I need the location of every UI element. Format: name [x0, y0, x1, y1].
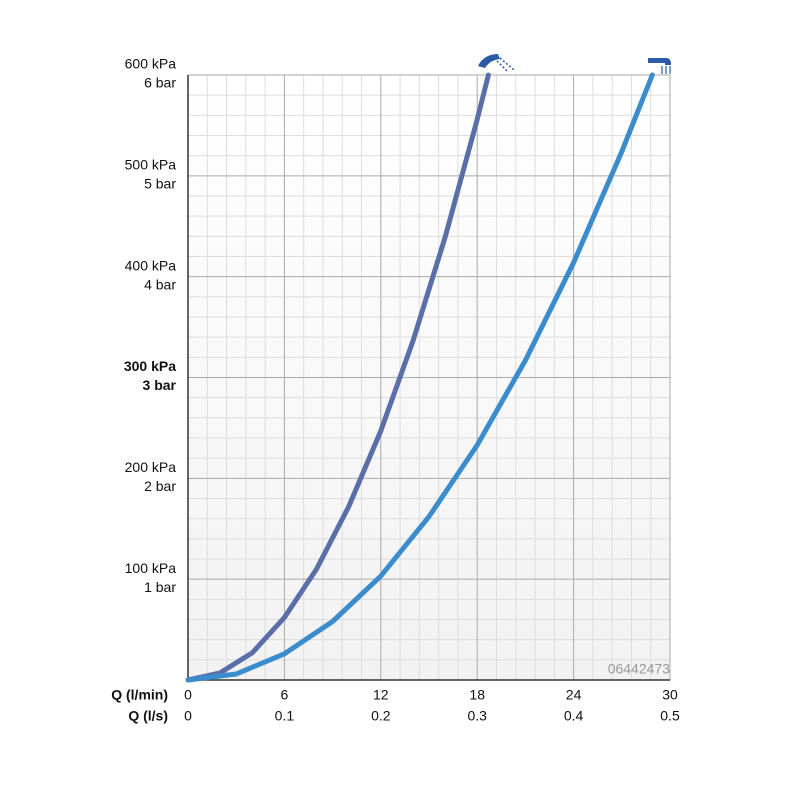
- shower-head-icon: [478, 54, 515, 73]
- x2-tick-label: 0.3: [467, 708, 487, 724]
- y2-tick-label: 6 bar: [144, 75, 176, 91]
- x2-tick-label: 0.4: [564, 708, 584, 724]
- x2-axis-label: Q (l/s): [128, 708, 168, 724]
- annotation: 06442473: [608, 661, 671, 677]
- series-line: [185, 72, 491, 683]
- y-tick-label: 400 kPa: [125, 257, 177, 273]
- x-tick-label: 0: [184, 687, 192, 703]
- x-tick-label: 24: [566, 687, 582, 703]
- x-tick-label: 30: [662, 687, 678, 703]
- x-tick-label: 18: [469, 687, 485, 703]
- x2-tick-label: 0.5: [660, 708, 680, 724]
- grid: [187, 74, 671, 681]
- y2-tick-label: 1 bar: [144, 579, 176, 595]
- x2-tick-label: 0.2: [371, 708, 391, 724]
- hand-shower-icon: [648, 58, 671, 74]
- y2-tick-label: 5 bar: [144, 176, 176, 192]
- marks: [185, 72, 655, 683]
- y-tick-label: 500 kPa: [125, 157, 177, 173]
- x-tick-label: 6: [281, 687, 289, 703]
- y-tick-label: 200 kPa: [125, 459, 177, 475]
- y2-tick-label: 3 bar: [143, 377, 177, 393]
- y-tick-label: 100 kPa: [125, 560, 177, 576]
- y2-tick-label: 2 bar: [144, 478, 176, 494]
- x-axis-label: Q (l/min): [111, 687, 168, 703]
- y-tick-label: 300 kPa: [124, 358, 176, 374]
- y-tick-label: 600 kPa: [125, 56, 177, 72]
- x-tick-label: 12: [373, 687, 389, 703]
- x2-tick-label: 0.1: [275, 708, 295, 724]
- x2-tick-label: 0: [184, 708, 192, 724]
- series-line: [185, 72, 655, 683]
- y2-tick-label: 4 bar: [144, 276, 176, 292]
